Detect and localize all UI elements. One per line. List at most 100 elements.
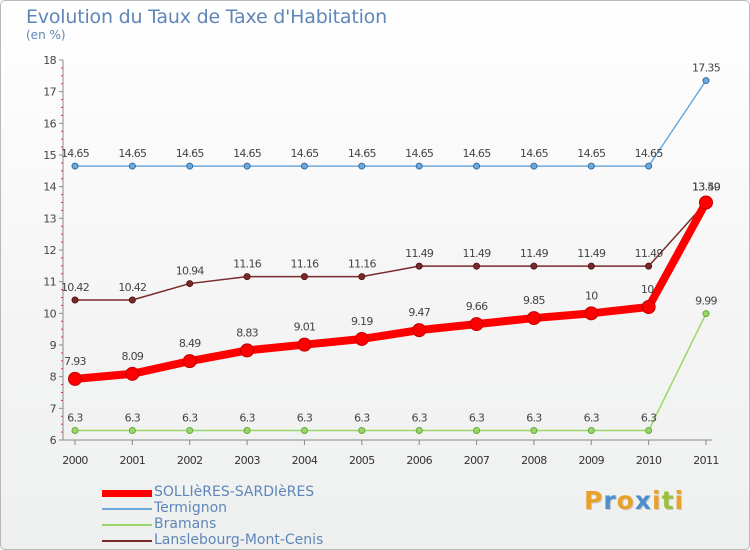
data-label: 14.65 — [577, 147, 606, 160]
logo-letter: o — [616, 486, 635, 515]
data-label: 6.3 — [297, 412, 313, 425]
data-label: 11.49 — [405, 247, 434, 260]
x-tick-label: 2010 — [636, 454, 662, 467]
x-tick-label: 2005 — [349, 454, 375, 467]
data-label: 17.35 — [692, 62, 721, 75]
data-label: 6.3 — [584, 412, 600, 425]
x-tick-label: 2011 — [693, 454, 719, 467]
data-label: 10. — [641, 283, 657, 296]
data-label: 6.3 — [526, 412, 542, 425]
data-point — [71, 296, 79, 304]
y-tick-label: 17 — [43, 86, 56, 99]
data-label: 6.3 — [411, 412, 427, 425]
data-point — [587, 162, 595, 170]
data-label: 14.65 — [635, 147, 664, 160]
data-point — [415, 262, 423, 270]
y-tick-label: 10 — [43, 307, 56, 320]
logo-letter: r — [603, 486, 617, 515]
legend-swatch — [102, 489, 152, 497]
data-label: 9.19 — [351, 315, 373, 328]
data-point — [702, 77, 710, 85]
y-tick-label: 12 — [43, 244, 56, 257]
data-point — [240, 343, 255, 358]
data-label: 10.94 — [176, 265, 205, 278]
data-point — [128, 162, 136, 170]
data-label: 10.42 — [118, 281, 146, 294]
data-point — [645, 427, 653, 434]
data-label: 11.16 — [290, 258, 319, 271]
data-point — [125, 366, 140, 381]
x-tick-label: 2004 — [292, 454, 318, 467]
data-label: 6.3 — [469, 412, 485, 425]
data-label: 9.85 — [523, 294, 545, 307]
y-tick-label: 14 — [43, 181, 56, 194]
data-point — [412, 323, 427, 338]
data-point — [415, 427, 423, 434]
x-tick-label: 2003 — [234, 454, 260, 467]
data-label: 11.49 — [635, 247, 664, 260]
data-point — [182, 354, 197, 369]
legend-label: Termignon — [154, 500, 228, 516]
data-label: 14.65 — [290, 147, 319, 160]
data-label: 9.01 — [294, 321, 316, 334]
data-point — [584, 306, 599, 321]
data-label: 14.65 — [348, 147, 377, 160]
data-point — [530, 262, 538, 270]
series-line — [74, 201, 707, 301]
data-point — [186, 162, 194, 170]
y-tick-label: 7 — [50, 402, 57, 415]
data-point — [186, 280, 194, 288]
data-label: 7.93 — [64, 355, 86, 368]
data-label: 6.3 — [354, 412, 370, 425]
data-point — [358, 427, 366, 434]
data-label: 11.16 — [348, 258, 377, 271]
y-tick-label: 8 — [50, 371, 57, 384]
logo-letter: t — [661, 486, 675, 515]
x-tick-label: 2002 — [177, 454, 203, 467]
data-label: 14.65 — [405, 147, 434, 160]
data-point — [243, 273, 251, 281]
data-point — [645, 262, 653, 270]
data-point — [128, 296, 136, 304]
data-label: 6.3 — [67, 412, 83, 425]
data-point — [243, 162, 251, 170]
data-label: 8.09 — [122, 350, 144, 363]
data-point — [702, 310, 710, 318]
data-point — [645, 162, 653, 170]
data-label: 8.49 — [179, 337, 201, 350]
data-point — [699, 195, 713, 210]
x-tick-label: 2008 — [521, 454, 547, 467]
y-tick-label: 16 — [43, 117, 56, 130]
logo-letter: x — [634, 486, 652, 515]
data-point — [587, 262, 595, 270]
data-point — [297, 337, 312, 352]
data-label: 6.3 — [125, 412, 141, 425]
x-tick-label: 2007 — [464, 454, 490, 467]
data-point — [530, 162, 538, 170]
x-tick-label: 2006 — [406, 454, 432, 467]
series-line — [71, 198, 710, 383]
legend-label: Bramans — [154, 516, 217, 532]
data-label: 10 — [585, 289, 598, 302]
y-tick-label: 15 — [43, 149, 56, 162]
data-point — [415, 162, 423, 170]
logo-letter: i — [674, 486, 685, 515]
data-label: 11.49 — [577, 247, 606, 260]
y-tick-label: 6 — [50, 434, 57, 447]
data-label: 11.49 — [463, 247, 492, 260]
unit-label: (en %) — [26, 28, 66, 42]
chart-title: Evolution du Taux de Taxe d'Habitation — [26, 6, 387, 28]
data-label: 14.65 — [61, 147, 90, 160]
data-label: 11.16 — [233, 258, 262, 271]
data-point — [358, 273, 366, 281]
data-point — [71, 427, 79, 434]
data-point — [300, 162, 308, 170]
data-label: 14.65 — [233, 147, 262, 160]
data-point — [473, 262, 481, 270]
x-tick-label: 2009 — [578, 454, 604, 467]
data-point — [473, 162, 481, 170]
data-label: 9.66 — [466, 300, 488, 313]
line-chart: 6 7 8 9 10 11 12 13 14 15 16 17 18 2000 2001 2002 2003 20… — [43, 54, 721, 467]
logo-letter: i — [652, 486, 662, 515]
